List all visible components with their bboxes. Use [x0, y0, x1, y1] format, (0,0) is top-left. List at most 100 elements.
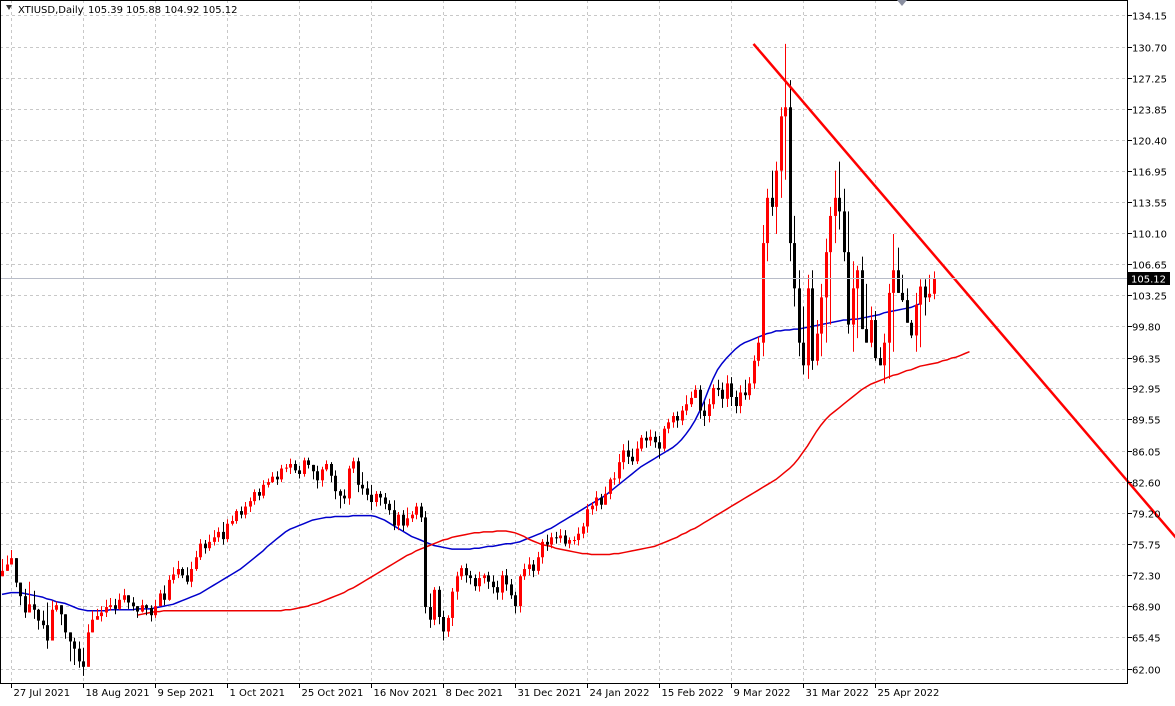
candle-body [906, 300, 909, 323]
candle-body [564, 536, 567, 544]
candle-body [303, 460, 306, 474]
y-tick-label: 123.85 [1132, 106, 1167, 117]
candle-body [204, 544, 207, 549]
candle-body [865, 329, 868, 343]
candle-body [640, 438, 643, 449]
candle-body [604, 494, 607, 505]
candle-body [388, 504, 391, 510]
candle-body [798, 288, 801, 342]
candle-body [1, 571, 4, 576]
candle-body [582, 526, 585, 533]
scroll-marker-icon[interactable] [897, 0, 907, 6]
candle-body [775, 171, 778, 207]
candle-body [739, 392, 742, 406]
candle-body [429, 607, 432, 620]
candle-body [510, 584, 513, 595]
candle-body [690, 398, 693, 404]
candle-body [856, 270, 859, 288]
candle-body [433, 590, 436, 620]
y-tick-label: 113.55 [1132, 199, 1167, 210]
candle-body [532, 564, 535, 570]
candle-body [366, 488, 369, 494]
candle-body [348, 469, 351, 499]
candle-body [159, 593, 162, 606]
candle-body [559, 536, 562, 539]
y-tick-label: 106.65 [1132, 261, 1167, 272]
candle-body [766, 198, 769, 243]
candle-body [820, 297, 823, 333]
candle-body [370, 495, 373, 502]
candle-body [928, 294, 931, 298]
candle-body [402, 515, 405, 526]
candle-body [451, 592, 454, 618]
candle-body [910, 323, 913, 336]
candle-body [28, 604, 31, 612]
candle-body [735, 397, 738, 406]
candle-body [847, 252, 850, 324]
candle-body [631, 457, 634, 462]
candle-body [397, 515, 400, 526]
y-tick-label: 65.45 [1132, 634, 1161, 645]
candle-body [892, 270, 895, 293]
candle-body [136, 606, 139, 611]
candle-body [163, 593, 166, 599]
candle-body [852, 288, 855, 324]
candle-body [46, 625, 49, 640]
candle-body [501, 575, 504, 592]
candle-body [343, 496, 346, 499]
candle-body [762, 243, 765, 343]
candle-body [924, 287, 927, 298]
candle-body [793, 243, 796, 288]
candle-body [784, 107, 787, 116]
candle-body [591, 506, 594, 510]
y-tick-label: 82.60 [1132, 479, 1161, 490]
candle-body [726, 383, 729, 398]
candle-body [609, 479, 612, 493]
candle-body [708, 404, 711, 416]
candle-body [861, 270, 864, 329]
candle-body [406, 518, 409, 525]
candle-body [816, 334, 819, 361]
candle-body [73, 641, 76, 648]
candle-body [249, 501, 252, 506]
candle-body [91, 620, 94, 633]
candle-body [730, 383, 733, 397]
candle-body [870, 320, 873, 343]
candle-body [492, 582, 495, 587]
x-tick-label: 31 Mar 2022 [806, 688, 869, 699]
candle-body [663, 429, 666, 449]
candle-body [177, 569, 180, 574]
candle-body [748, 383, 751, 395]
candle-body [226, 524, 229, 539]
candle-body [316, 471, 319, 480]
candle-body [253, 492, 256, 501]
current-price-tag: 105.12 [1128, 272, 1170, 286]
candle-body [24, 596, 27, 612]
candle-body [807, 288, 810, 365]
candle-body [325, 464, 328, 469]
candle-body [181, 569, 184, 575]
candle-body [442, 617, 445, 631]
candle-body [469, 575, 472, 578]
candle-body [811, 288, 814, 360]
current-price-label: 105.12 [1131, 275, 1166, 286]
candle-body [717, 388, 720, 390]
candle-body [271, 477, 274, 482]
y-tick-label: 92.95 [1132, 385, 1161, 396]
candle-body [874, 320, 877, 358]
candle-body [636, 449, 639, 462]
candle-body [415, 507, 418, 515]
candle-body [339, 491, 342, 496]
candle-body [546, 542, 549, 545]
candle-body [33, 604, 36, 609]
candle-body [789, 107, 792, 243]
x-tick-label: 24 Jan 2022 [590, 688, 650, 699]
candle-body [685, 404, 688, 410]
y-tick-label: 127.25 [1132, 75, 1167, 86]
candle-body [721, 390, 724, 399]
candle-body [393, 510, 396, 525]
candle-body [199, 544, 202, 558]
x-tick-label: 15 Feb 2022 [662, 688, 724, 699]
y-tick-label: 134.15 [1132, 12, 1167, 23]
candle-body [802, 343, 805, 366]
